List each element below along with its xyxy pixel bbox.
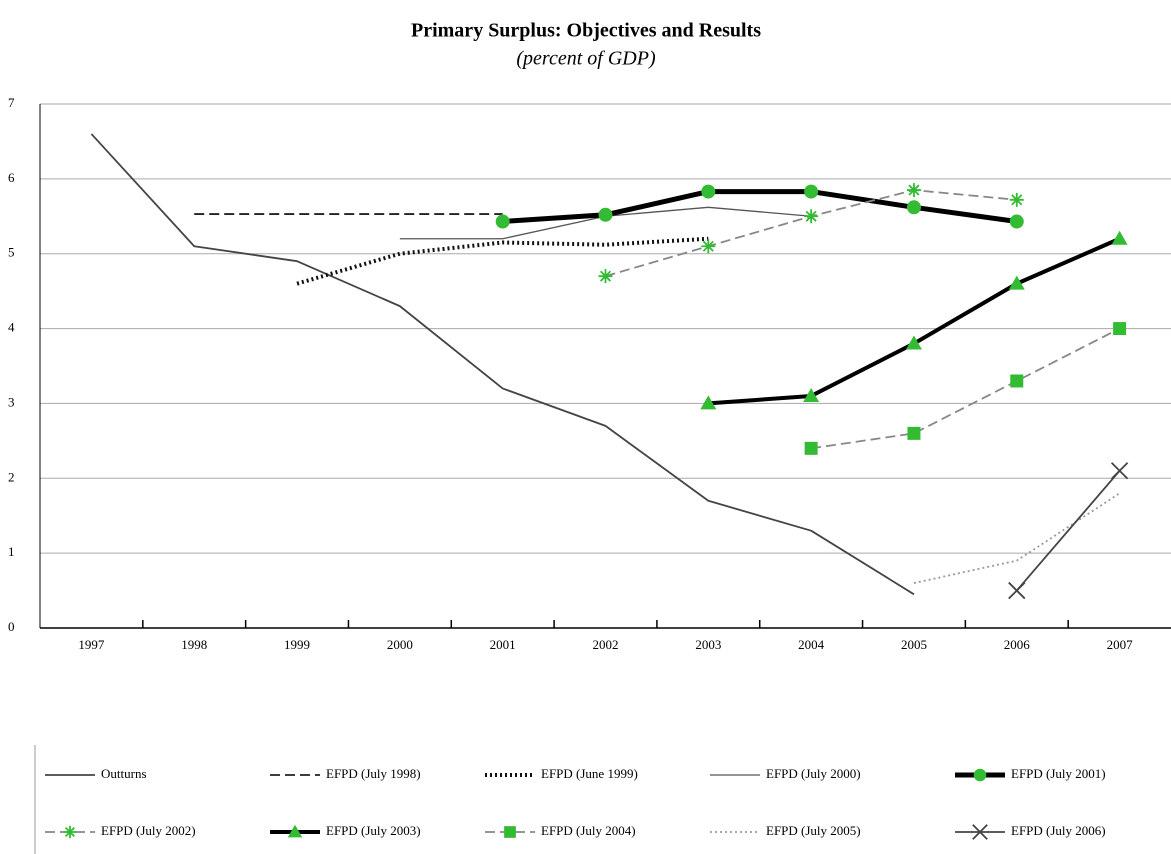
legend-label: EFPD (June 1999) [541, 766, 638, 781]
marker [701, 239, 716, 254]
series-line [913, 492, 1121, 584]
legend-label: Outturns [101, 766, 147, 781]
x-tick-label: 1999 [284, 637, 310, 652]
series-line [811, 327, 1120, 450]
marker [1113, 322, 1127, 336]
y-tick-label: 1 [8, 544, 15, 559]
legend-label: EFPD (July 2002) [101, 823, 196, 838]
marker [504, 826, 516, 838]
x-tick-label: 2005 [901, 637, 927, 652]
marker [1111, 230, 1128, 245]
series-line [1016, 470, 1121, 592]
marker [701, 184, 716, 199]
marker [1008, 581, 1026, 600]
legend-label: EFPD (July 1998) [326, 766, 421, 781]
marker [287, 824, 303, 838]
x-tick-label: 2001 [490, 637, 516, 652]
marker [1009, 192, 1024, 207]
marker [906, 183, 921, 198]
legend-item: EFPD (July 2005) [710, 823, 861, 838]
marker [803, 387, 820, 402]
marker [1010, 374, 1024, 388]
legend-item: EFPD (July 2003) [270, 823, 421, 838]
marker [804, 184, 819, 199]
x-tick-label: 2006 [1004, 637, 1031, 652]
legend-item: EFPD (July 2002) [45, 823, 196, 839]
marker [972, 824, 988, 840]
marker [598, 269, 613, 284]
y-tick-label: 0 [8, 619, 15, 634]
legend-item: Outturns [45, 766, 147, 781]
legend-label: EFPD (July 2006) [1011, 823, 1106, 838]
marker [598, 207, 613, 222]
x-tick-label: 2003 [695, 637, 721, 652]
legend-label: EFPD (July 2004) [541, 823, 636, 838]
marker [700, 395, 717, 410]
y-tick-label: 5 [8, 245, 15, 260]
legend-label: EFPD (July 2005) [766, 823, 861, 838]
marker [804, 209, 819, 224]
legend-item: EFPD (July 2000) [710, 766, 861, 781]
marker [63, 825, 77, 839]
marker [1009, 214, 1024, 229]
x-tick-label: 1998 [181, 637, 207, 652]
series-line [708, 236, 1121, 406]
marker [495, 214, 510, 229]
legend-label: EFPD (July 2000) [766, 766, 861, 781]
marker [973, 768, 987, 782]
legend-label: EFPD (July 2001) [1011, 766, 1106, 781]
marker [1110, 462, 1129, 480]
y-tick-label: 6 [8, 170, 15, 185]
y-tick-label: 7 [8, 95, 15, 110]
chart-subtitle: (percent of GDP) [516, 48, 656, 70]
marker [907, 426, 921, 440]
legend-item: EFPD (July 1998) [270, 766, 421, 781]
legend-item: EFPD (July 2001) [955, 766, 1106, 782]
series-line [296, 236, 709, 286]
marker [804, 441, 818, 455]
chart-title: Primary Surplus: Objectives and Results [411, 20, 761, 42]
legend-label: EFPD (July 2003) [326, 823, 421, 838]
legend-item: EFPD (June 1999) [485, 766, 638, 781]
x-tick-label: 2000 [387, 637, 413, 652]
x-tick-label: 2007 [1107, 637, 1134, 652]
marker [905, 335, 922, 350]
y-tick-label: 4 [8, 320, 15, 335]
x-tick-label: 2002 [593, 637, 619, 652]
legend-item: EFPD (July 2004) [485, 823, 636, 838]
x-tick-label: 2004 [798, 637, 825, 652]
series-line [502, 189, 1018, 225]
marker [1008, 275, 1025, 290]
series-line [90, 133, 915, 596]
legend-item: EFPD (July 2006) [955, 823, 1106, 840]
marker [906, 200, 921, 215]
x-tick-label: 1997 [78, 637, 105, 652]
y-tick-label: 2 [8, 469, 15, 484]
y-tick-label: 3 [8, 394, 15, 409]
